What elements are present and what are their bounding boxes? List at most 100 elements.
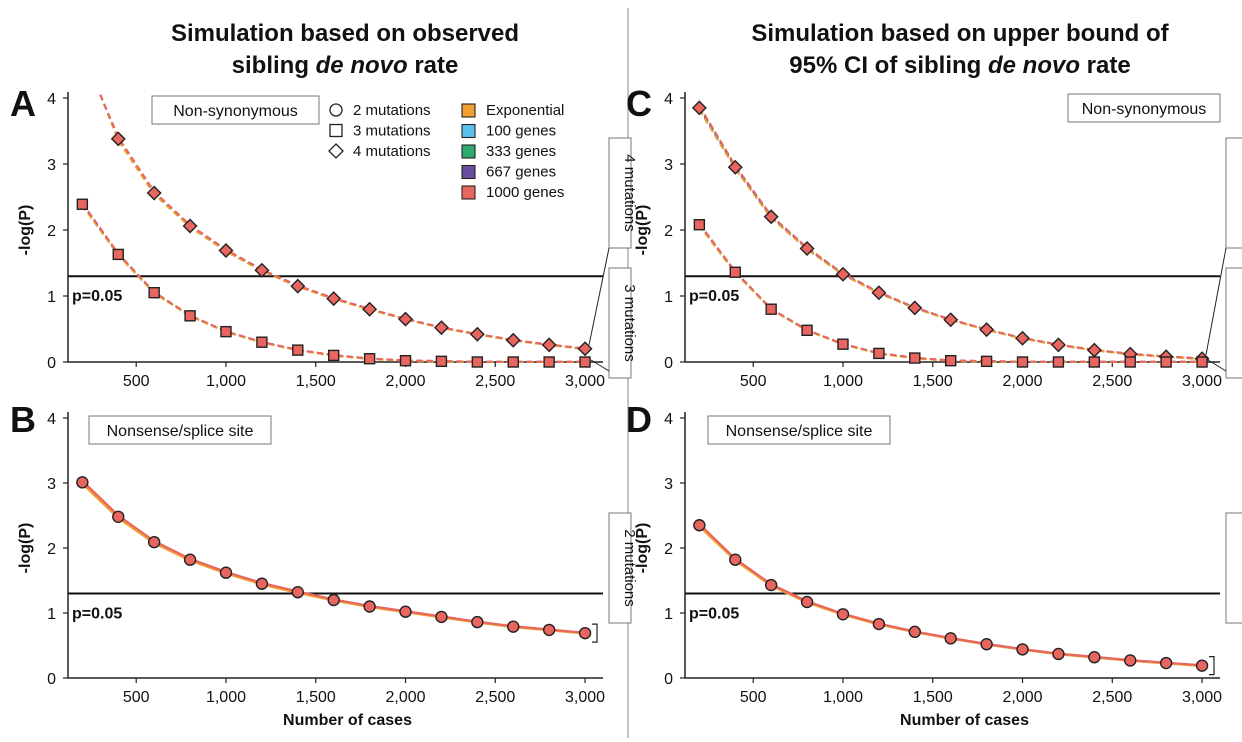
panel-a-xtick-label: 1,500 xyxy=(296,373,336,390)
panel-b-series-0-line-3 xyxy=(81,480,586,635)
panel-c-series-0-point xyxy=(691,100,707,116)
panel-a-series-0-point xyxy=(146,185,162,201)
panel-c-series-1-point xyxy=(729,266,741,278)
panel-c-ytick-label: 4 xyxy=(664,91,673,108)
panel-d-xtick-label: 1,500 xyxy=(913,689,953,706)
panel-b-series-0-line-4 xyxy=(81,480,586,634)
left-title-line2: sibling de novo rate xyxy=(232,52,459,79)
panel-b-xtick-label: 1,500 xyxy=(296,689,336,706)
panel-b-ytick-label: 3 xyxy=(47,476,56,493)
panel-d-series-0-line-2 xyxy=(698,524,1203,667)
panel-a-xtick-label: 500 xyxy=(123,373,150,390)
panel-d-box-frame xyxy=(707,415,891,445)
panel-c-series-0-point xyxy=(979,322,995,338)
legend-diamond-marker xyxy=(328,143,344,159)
panel-a-ytick-label: 1 xyxy=(47,289,56,306)
panel-c-series-0-point xyxy=(763,209,779,225)
panel-a-series-0-point xyxy=(577,341,593,357)
panel-d-side-label-0: 2 mutations xyxy=(1238,529,1242,607)
panel-a-side-label-0: 4 mutations xyxy=(621,154,638,232)
panel-c-leader-1 xyxy=(1207,359,1227,372)
panel-a-xtick-label: 1,000 xyxy=(206,373,246,390)
panel-b-xlabel: Number of cases xyxy=(283,712,412,729)
legend-model-label-2: 333 genes xyxy=(486,143,556,160)
panel-c-series-1-point xyxy=(1016,356,1029,368)
panel-d-side-box-0 xyxy=(1225,512,1242,624)
panel-c-series-1-point xyxy=(837,338,849,350)
panel-c-side-box-0 xyxy=(1225,137,1242,249)
panel-c-series-1-point xyxy=(945,354,957,367)
panel-c-series-1-point xyxy=(1088,356,1101,368)
panel-d-ytick-label: 1 xyxy=(664,606,673,623)
panel-a-series-1-point xyxy=(543,356,555,368)
panel-a-series-1-point xyxy=(328,349,340,362)
panel-d-series-0-point xyxy=(1088,651,1101,664)
panel-a-threshold-label: p=0.05 xyxy=(72,288,122,305)
panel-d-box-label: Nonsense/splice site xyxy=(726,423,873,440)
panel-c-series-0-point xyxy=(799,240,815,256)
panel-c-series-1-point xyxy=(909,352,921,364)
panel-b-ylabel: -log(P) xyxy=(17,523,34,574)
panel-c-xtick-label: 500 xyxy=(740,373,767,390)
panel-d-series-0-line-1 xyxy=(698,525,1203,667)
panel-c-series-1-line-1 xyxy=(698,224,1202,363)
panel-c-xtick-label: 1,000 xyxy=(823,373,863,390)
panel-a-leader-0 xyxy=(588,247,610,345)
panel-b-ytick-label: 4 xyxy=(47,411,56,428)
panel-b-xtick-label: 2,000 xyxy=(385,689,425,706)
panel-a-series-1-point xyxy=(184,310,196,322)
legend-swatch-0 xyxy=(461,103,476,118)
right-title-part1: 95% CI of sibling xyxy=(789,52,988,79)
panel-c-series-1 xyxy=(693,219,1208,368)
panel-a-box-label: Non-synonymous xyxy=(173,103,298,120)
panel-a-series-1-point xyxy=(220,325,232,338)
panel-b-series-0-point xyxy=(578,626,592,640)
panel-b-letter: B xyxy=(10,399,36,440)
panel-c-side-label-0: 4 mutations xyxy=(1238,154,1242,232)
panel-d-series-0-point xyxy=(944,632,957,645)
panel-c-ytick-label: 0 xyxy=(664,355,673,372)
panel-b-series-0-point xyxy=(399,605,412,618)
panel-c-ytick-label: 1 xyxy=(664,289,673,306)
panel-c-side-label-1: 3 mutations xyxy=(1238,284,1242,362)
panel-c-series-1-point xyxy=(1160,356,1172,368)
legend-model-label-1: 100 genes xyxy=(486,123,556,140)
panel-a-letter: A xyxy=(10,83,36,124)
panel-c-series-0 xyxy=(691,100,1210,367)
panel-d-series-0-point xyxy=(980,638,993,651)
panel-d-series-0-point xyxy=(693,519,706,532)
panel-a-xtick-label: 2,000 xyxy=(385,373,425,390)
panel-b-series-0-point xyxy=(435,610,448,624)
panel-b-threshold-label: p=0.05 xyxy=(72,606,122,623)
panel-c-series-0-point xyxy=(907,300,923,316)
panel-c-series-1-line-2 xyxy=(698,224,1202,363)
legend-swatch-2 xyxy=(461,144,476,159)
panel-a-series-1-point xyxy=(471,356,484,368)
panel-b: B 0 1 2 3 4 500 1,000 1,500 2,000 2,500 3,000 -log(P… xyxy=(10,399,638,729)
panel-b-series-0-point xyxy=(507,620,520,633)
panel-c-leader-0 xyxy=(1205,247,1227,355)
panel-c-series-0-point xyxy=(943,312,959,328)
panel-c-series-1-line-4 xyxy=(698,223,1202,363)
panel-b-series-0-point xyxy=(255,577,269,590)
panel-a-series-0-point xyxy=(362,301,378,317)
left-title-line1: Simulation based on observed xyxy=(171,20,519,47)
panel-a-series-1-point xyxy=(507,356,519,368)
left-title-part1: sibling xyxy=(232,52,316,79)
panel-d-series-0-point xyxy=(1052,647,1065,661)
panel-d-xtick-label: 500 xyxy=(740,689,767,706)
panel-b-side-label-0: 2 mutations xyxy=(621,529,638,607)
panel-c-series-1-line-0 xyxy=(698,225,1202,363)
panel-a-series-1-point xyxy=(579,356,591,368)
panel-d-series-0-point xyxy=(1195,659,1209,672)
panel-a-xtick-label: 3,000 xyxy=(565,373,605,390)
panel-a-series-1-point xyxy=(435,355,448,368)
panel-d-series-0-point xyxy=(764,578,778,592)
panel-c-ylabel: -log(P) xyxy=(634,205,651,256)
panel-b-series-0-line-0 xyxy=(81,483,586,635)
panel-d-xlabel: Number of cases xyxy=(900,712,1029,729)
panel-d-letter: D xyxy=(626,399,652,440)
panel-c-series-1-point xyxy=(873,347,885,360)
panel-a-side-label-1: 3 mutations xyxy=(621,284,638,362)
legend: 2 mutations 3 mutations 4 mutations Exponen… xyxy=(328,102,564,201)
